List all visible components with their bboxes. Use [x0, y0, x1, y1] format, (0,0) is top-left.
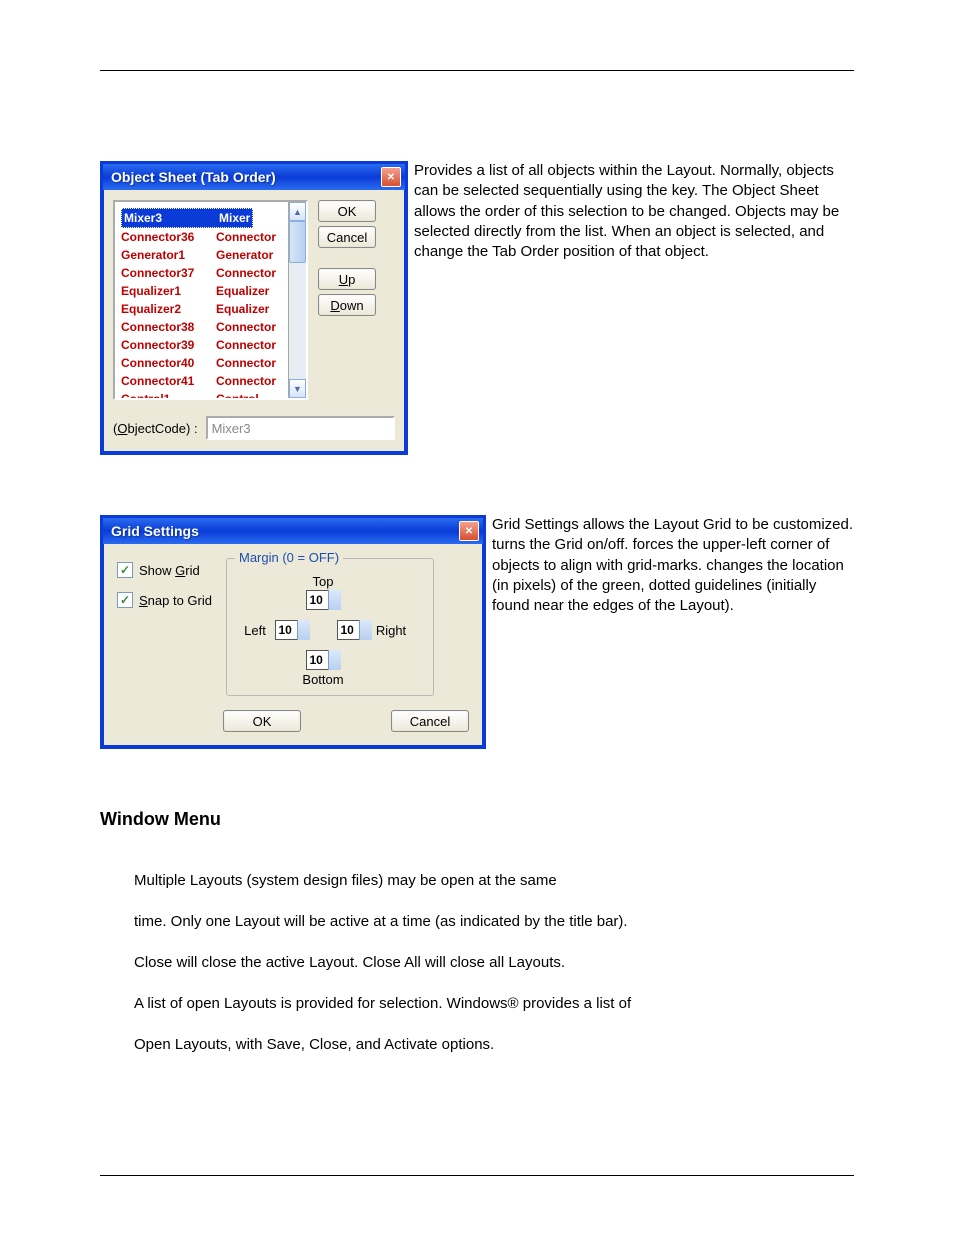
grid-settings-window: Grid Settings ✕ ✓ Show Grid ✓ Snap to Gr…	[100, 515, 486, 749]
snap-to-grid-checkbox[interactable]: ✓ Snap to Grid	[117, 592, 212, 608]
scroll-down-icon[interactable]: ▼	[289, 379, 306, 398]
paragraph: Open Layouts, with Save, Close, and Acti…	[100, 1034, 854, 1055]
snap-to-grid-label: Snap to Grid	[139, 593, 212, 608]
window-menu-body: Multiple Layouts (system design files) m…	[100, 870, 854, 1055]
page: Object Sheet (Tab Order) ✕ Mixer3Mixer C…	[0, 0, 954, 1236]
window-title: Object Sheet (Tab Order)	[111, 169, 276, 185]
margin-legend: Margin (0 = OFF)	[235, 550, 343, 565]
object-code-row: (ObjectCode) : Mixer3	[103, 410, 405, 452]
cancel-button[interactable]: Cancel	[391, 710, 469, 732]
bottom-rule	[100, 1175, 854, 1176]
object-sheet-body: Mixer3Mixer Connector36Connector Generat…	[103, 190, 405, 410]
window-title: Grid Settings	[111, 523, 199, 539]
object-list[interactable]: Mixer3Mixer Connector36Connector Generat…	[113, 200, 308, 400]
down-button[interactable]: Down	[318, 294, 376, 316]
grid-settings-footer: OK Cancel	[103, 710, 483, 746]
list-item[interactable]: Connector37Connector	[121, 264, 306, 282]
bottom-spinner[interactable]: 10	[306, 650, 341, 670]
list-item[interactable]: Equalizer2Equalizer	[121, 300, 306, 318]
object-sheet-section: Object Sheet (Tab Order) ✕ Mixer3Mixer C…	[100, 161, 854, 455]
object-code-input[interactable]: Mixer3	[206, 416, 395, 440]
paragraph: A list of open Layouts is provided for s…	[100, 993, 854, 1014]
grid-settings-body: ✓ Show Grid ✓ Snap to Grid Margin (0 = O…	[103, 544, 483, 710]
object-code-label: (ObjectCode) :	[113, 421, 198, 436]
grid-settings-description: Grid Settings allows the Layout Grid to …	[492, 515, 854, 616]
scroll-up-icon[interactable]: ▲	[289, 202, 306, 221]
object-sheet-buttons: OK Cancel Up Down	[318, 200, 376, 400]
list-item[interactable]: Connector40Connector	[121, 354, 306, 372]
close-icon[interactable]: ✕	[459, 521, 479, 541]
list-item[interactable]: Control1Control	[121, 390, 306, 400]
show-grid-checkbox[interactable]: ✓ Show Grid	[117, 562, 212, 578]
up-button[interactable]: Up	[318, 268, 376, 290]
list-item[interactable]: Equalizer1Equalizer	[121, 282, 306, 300]
titlebar[interactable]: Grid Settings ✕	[103, 518, 483, 544]
paragraph: Multiple Layouts (system design files) m…	[100, 870, 854, 891]
object-sheet-description: Provides a list of all objects within th…	[414, 161, 854, 262]
show-grid-label: Show Grid	[139, 563, 200, 578]
scroll-thumb[interactable]	[289, 221, 306, 263]
scrollbar[interactable]: ▲ ▼	[288, 202, 306, 398]
ok-button[interactable]: OK	[318, 200, 376, 222]
paragraph: Close will close the active Layout. Clos…	[100, 952, 854, 973]
titlebar[interactable]: Object Sheet (Tab Order) ✕	[103, 164, 405, 190]
margin-cross: Top 10 Left 10 10 Right 10 Bottom	[235, 573, 425, 687]
list-item[interactable]: Connector41Connector	[121, 372, 306, 390]
right-spinner[interactable]: 10	[337, 620, 372, 640]
left-spinner[interactable]: 10	[275, 620, 310, 640]
checkbox-icon: ✓	[117, 562, 133, 578]
margin-fieldset: Margin (0 = OFF) Top 10 Left1010Right 10…	[226, 558, 434, 696]
checkbox-column: ✓ Show Grid ✓ Snap to Grid	[117, 558, 212, 696]
left-label: Left	[244, 623, 266, 638]
checkbox-icon: ✓	[117, 592, 133, 608]
top-label: Top	[313, 574, 334, 589]
list-item[interactable]: Connector39Connector	[121, 336, 306, 354]
list-item[interactable]: Connector36Connector	[121, 228, 306, 246]
top-spinner[interactable]: 10	[306, 590, 341, 610]
list-item[interactable]: Generator1Generator	[121, 246, 306, 264]
list-item[interactable]: Connector38Connector	[121, 318, 306, 336]
top-rule	[100, 70, 854, 71]
list-item[interactable]: Mixer3Mixer	[121, 208, 306, 228]
right-label: Right	[376, 623, 406, 638]
ok-button[interactable]: OK	[223, 710, 301, 732]
scroll-track[interactable]	[289, 221, 306, 379]
paragraph: time. Only one Layout will be active at …	[100, 911, 854, 932]
window-menu-heading: Window Menu	[100, 809, 854, 830]
object-sheet-window: Object Sheet (Tab Order) ✕ Mixer3Mixer C…	[100, 161, 408, 455]
grid-settings-section: Grid Settings ✕ ✓ Show Grid ✓ Snap to Gr…	[100, 515, 854, 749]
bottom-label: Bottom	[302, 672, 343, 687]
close-icon[interactable]: ✕	[381, 167, 401, 187]
cancel-button[interactable]: Cancel	[318, 226, 376, 248]
